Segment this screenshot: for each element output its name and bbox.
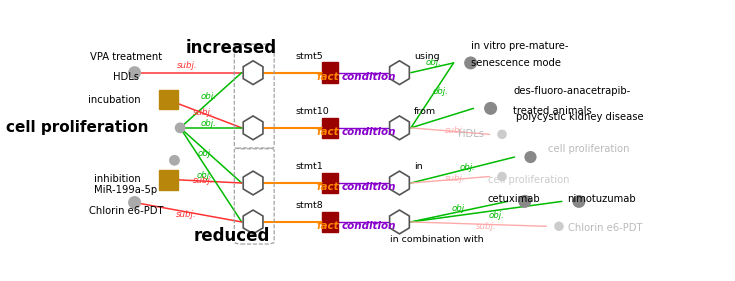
Bar bbox=[322, 117, 338, 138]
Polygon shape bbox=[243, 116, 263, 140]
Ellipse shape bbox=[484, 102, 497, 115]
Text: in combination with: in combination with bbox=[390, 235, 484, 244]
Text: obj.: obj. bbox=[451, 204, 467, 213]
Ellipse shape bbox=[464, 56, 477, 69]
Text: obj.: obj. bbox=[488, 211, 504, 220]
Ellipse shape bbox=[169, 155, 180, 166]
Text: reduced: reduced bbox=[193, 227, 270, 245]
Text: cetuximab: cetuximab bbox=[487, 194, 539, 204]
Polygon shape bbox=[243, 171, 263, 195]
Text: condition: condition bbox=[341, 127, 396, 137]
Text: increased: increased bbox=[186, 39, 277, 57]
Polygon shape bbox=[243, 61, 263, 85]
Ellipse shape bbox=[554, 221, 564, 231]
Polygon shape bbox=[390, 116, 409, 140]
Polygon shape bbox=[390, 210, 409, 234]
Bar bbox=[159, 90, 178, 110]
Text: stmt5: stmt5 bbox=[295, 52, 323, 61]
Bar bbox=[322, 212, 338, 232]
Text: obj.: obj. bbox=[198, 149, 214, 158]
Text: Chlorin e6-PDT: Chlorin e6-PDT bbox=[567, 223, 642, 234]
Text: subj.: subj. bbox=[176, 210, 196, 219]
Text: subj.: subj. bbox=[445, 174, 465, 183]
Text: in vitro pre-mature-: in vitro pre-mature- bbox=[470, 41, 568, 51]
Ellipse shape bbox=[573, 195, 586, 208]
Text: treated animals: treated animals bbox=[513, 106, 592, 116]
Text: cell proliferation: cell proliferation bbox=[548, 144, 629, 155]
Text: obj.: obj. bbox=[201, 119, 217, 128]
Text: obj.: obj. bbox=[201, 92, 217, 101]
Text: des-fluoro-anacetrapib-: des-fluoro-anacetrapib- bbox=[513, 87, 631, 96]
Text: obj.: obj. bbox=[433, 87, 448, 96]
Text: stmt10: stmt10 bbox=[295, 107, 329, 116]
Text: subj.: subj. bbox=[445, 126, 465, 135]
Text: senescence mode: senescence mode bbox=[470, 58, 561, 67]
Polygon shape bbox=[243, 210, 263, 234]
Text: fact: fact bbox=[317, 182, 340, 192]
Text: fact: fact bbox=[317, 127, 340, 137]
Text: obj.: obj. bbox=[426, 58, 442, 67]
Text: stmt8: stmt8 bbox=[295, 201, 323, 210]
Text: stmt1: stmt1 bbox=[295, 162, 323, 171]
Polygon shape bbox=[390, 61, 409, 85]
Text: VPA treatment: VPA treatment bbox=[90, 52, 162, 62]
Text: obj.: obj. bbox=[460, 163, 476, 172]
Text: incubation: incubation bbox=[87, 95, 140, 105]
Text: nimotuzumab: nimotuzumab bbox=[567, 194, 636, 204]
Text: from: from bbox=[415, 107, 437, 116]
Text: condition: condition bbox=[341, 182, 396, 192]
Text: condition: condition bbox=[341, 221, 396, 231]
Ellipse shape bbox=[497, 172, 507, 181]
Text: subj.: subj. bbox=[193, 108, 213, 117]
Text: fact: fact bbox=[317, 72, 340, 82]
Text: obj.: obj. bbox=[197, 171, 212, 180]
Text: subj.: subj. bbox=[177, 61, 198, 70]
Bar bbox=[159, 170, 178, 189]
Text: fact: fact bbox=[317, 221, 340, 231]
Ellipse shape bbox=[128, 196, 141, 209]
Text: cell proliferation: cell proliferation bbox=[7, 120, 148, 135]
Bar bbox=[322, 62, 338, 83]
Text: MiR-199a-5p: MiR-199a-5p bbox=[95, 185, 157, 195]
Text: using: using bbox=[415, 52, 440, 61]
Text: inhibition: inhibition bbox=[93, 174, 140, 184]
Text: subj.: subj. bbox=[193, 176, 213, 185]
Text: condition: condition bbox=[341, 72, 396, 82]
Text: cell proliferation: cell proliferation bbox=[488, 175, 570, 185]
Text: subj.: subj. bbox=[476, 222, 497, 231]
Ellipse shape bbox=[175, 123, 186, 133]
Text: HDLs: HDLs bbox=[113, 72, 139, 81]
Bar bbox=[322, 173, 338, 193]
Text: polycystic kidney disease: polycystic kidney disease bbox=[516, 112, 644, 123]
Ellipse shape bbox=[524, 151, 537, 163]
Text: in: in bbox=[415, 162, 423, 171]
Ellipse shape bbox=[518, 195, 531, 208]
Text: Chlorin e6-PDT: Chlorin e6-PDT bbox=[89, 206, 163, 216]
Polygon shape bbox=[390, 171, 409, 195]
Text: HDLs: HDLs bbox=[458, 129, 484, 139]
Ellipse shape bbox=[128, 66, 141, 79]
Ellipse shape bbox=[497, 130, 507, 139]
